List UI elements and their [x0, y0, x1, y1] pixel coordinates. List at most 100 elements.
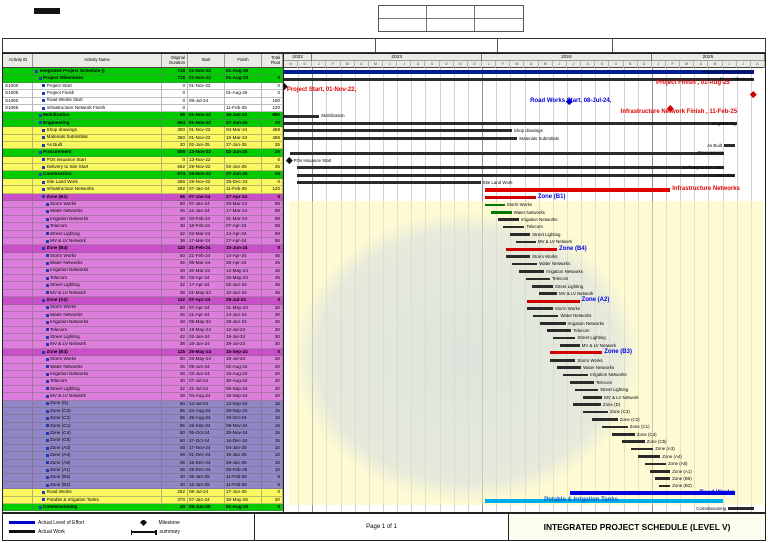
- table-row[interactable]: Irrigation Networks 48 23-Jun-24 16-Aug-24 2…: [3, 371, 283, 379]
- table-row[interactable]: Water Networks 45 21-Apr-24 14-Jun-24 30: [3, 311, 283, 320]
- table-row[interactable]: Zone (C2) 55 25-Aug-24 19-Oct-24 15: [3, 415, 283, 423]
- gantt-bar[interactable]: [572, 403, 601, 406]
- table-row[interactable]: Shop drawings 350 01-Nov-22 04-Mar-24 469: [3, 127, 283, 135]
- table-row[interactable]: Engineering 694 01-Nov-22 27-Jun-25 25: [3, 119, 283, 128]
- table-row[interactable]: Road Works 252 08-Jul-24 27-Jun-25 0: [3, 489, 283, 497]
- table-row[interactable]: Zone (C4) 50 06-Oct-24 25-Nov-24 15: [3, 430, 283, 438]
- column-header[interactable]: Activity Name: [33, 54, 162, 67]
- table-row[interactable]: Mobilization 55 01-Nov-22 16-Jan-23 650: [3, 112, 283, 120]
- table-row[interactable]: Infrastructure Networks 292 07-Jan-24 11-Fe…: [3, 186, 283, 194]
- gantt-bar[interactable]: [547, 329, 572, 332]
- table-row[interactable]: Street Lighting 42 17-Apr-24 02-Jun-24 45: [3, 282, 283, 290]
- gantt-bar[interactable]: [511, 262, 538, 266]
- gantt-bar[interactable]: [557, 366, 582, 369]
- table-row[interactable]: Zone (B2) 40 12-Jan-25 11-Feb-25 5: [3, 481, 283, 490]
- table-row[interactable]: Delivery to Site Start 562 29-Nov-22 02-Jun…: [3, 164, 283, 172]
- milestone-diamond[interactable]: [750, 90, 757, 98]
- gantt-bar[interactable]: [723, 144, 736, 148]
- gantt-bar[interactable]: [296, 173, 736, 177]
- gantt-bar[interactable]: [630, 447, 654, 451]
- column-header[interactable]: Total Float: [262, 54, 283, 67]
- gantt-bar[interactable]: [284, 114, 320, 118]
- table-row[interactable]: Water Networks 45 21-Jan-24 17-Mar-24 58: [3, 208, 283, 216]
- table-row[interactable]: Zone (A5) 45 15-Dec-24 29-Jan-25 10: [3, 459, 283, 468]
- column-header[interactable]: Original Duration: [162, 54, 188, 67]
- table-row[interactable]: Storm Works 50 07-Jan-24 03-Mar-24 58: [3, 201, 283, 209]
- gantt-bar[interactable]: [484, 188, 671, 193]
- table-row[interactable]: Procurement 558 13-Nov-22 02-Jun-25 25: [3, 149, 283, 157]
- table-row[interactable]: Water Networks 45 06-Mar-24 28-Apr-24 45: [3, 260, 283, 268]
- gantt-bar[interactable]: [527, 307, 553, 310]
- column-header[interactable]: Start: [188, 54, 225, 67]
- gantt-bar[interactable]: [552, 336, 576, 340]
- table-row[interactable]: MV & LV Network 38 04-Aug-24 15-Sep-24 20: [3, 393, 283, 401]
- table-row[interactable]: Commissioning 40 08-Jun-25 01-Aug-25 0: [3, 504, 283, 512]
- gantt-bar[interactable]: [289, 151, 724, 155]
- gantt-bar[interactable]: [569, 491, 736, 496]
- table-row[interactable]: As Built 20 02-Jun-25 27-Jun-25 25: [3, 141, 283, 150]
- table-row[interactable]: Zone (B3) 115 26-May-24 15-Sep-24 0: [3, 348, 283, 357]
- table-row[interactable]: Site Land Work 286 29-Nov-22 29-Dec-23 0: [3, 178, 283, 187]
- table-row[interactable]: Street Lighting 42 21-Jul-24 06-Sep-24 20: [3, 385, 283, 394]
- gantt-bar[interactable]: [582, 395, 603, 399]
- table-row[interactable]: Zone (B4) 110 21-Feb-24 10-Jun-24 0: [3, 245, 283, 253]
- table-row[interactable]: S1060 Road Works Start 0 08-Jul-24 180: [3, 97, 283, 105]
- gantt-bar[interactable]: [516, 240, 536, 244]
- column-header[interactable]: Activity ID: [3, 54, 33, 67]
- column-header[interactable]: Finish: [225, 54, 262, 67]
- table-row[interactable]: POs Issuance Start 0 13-Nov-22 0: [3, 156, 283, 165]
- table-row[interactable]: Irrigation Networks 48 04-Feb-24 31-Mar-24 5…: [3, 215, 283, 224]
- gantt-bar[interactable]: [284, 129, 512, 133]
- table-row[interactable]: Zone (A3) 48 17-Nov-24 04-Jan-25 10: [3, 444, 283, 453]
- table-row[interactable]: Zone (C1) 55 15-Sep-24 09-Nov-24 15: [3, 422, 283, 431]
- table-row[interactable]: Zone (C3) 55 04-Aug-24 28-Sep-24 15: [3, 407, 283, 416]
- gantt-bar[interactable]: [582, 410, 608, 414]
- gantt-bar[interactable]: [518, 270, 545, 273]
- table-row[interactable]: Telecom 40 07-Jul-24 30-Aug-24 20: [3, 378, 283, 386]
- table-row[interactable]: Irrigation Networks 48 05-May-24 28-Jun-24 3…: [3, 319, 283, 327]
- table-row[interactable]: Storm Works 50 21-Feb-24 14-Apr-24 45: [3, 252, 283, 261]
- table-row[interactable]: Construction 674 29-Nov-22 27-Jun-25 25: [3, 171, 283, 179]
- gantt-bar[interactable]: [284, 77, 754, 81]
- gantt-bar[interactable]: [559, 344, 580, 347]
- gantt-bar[interactable]: [728, 506, 754, 510]
- gantt-bar[interactable]: [484, 203, 505, 207]
- table-row[interactable]: Zone (A1) 45 29-Dec-24 08-Feb-25 10: [3, 467, 283, 475]
- gantt-bar[interactable]: [612, 432, 635, 436]
- table-row[interactable]: MV & LV Network 38 01-May-24 10-Jun-24 45: [3, 289, 283, 298]
- table-row[interactable]: Street Lighting 42 02-Jun-24 19-Jul-24 30: [3, 334, 283, 342]
- table-row[interactable]: Integrated Project Schedule () 718 01-Nov-…: [3, 68, 283, 76]
- table-row[interactable]: Storm Works 50 26-May-24 19-Jul-24 20: [3, 356, 283, 364]
- table-row[interactable]: Street Lighting 42 03-Mar-24 14-Apr-24 58: [3, 230, 283, 238]
- gantt-bar[interactable]: [506, 255, 531, 258]
- table-row[interactable]: Irrigation Networks 48 20-Mar-24 12-May-24 4…: [3, 267, 283, 275]
- table-row[interactable]: Project Milestones 718 01-Nov-22 01-Aug-25 0: [3, 75, 283, 83]
- table-row[interactable]: Zone (B5) 40 05-Jan-25 11-Feb-25 5: [3, 474, 283, 482]
- table-row[interactable]: Telecom 40 03-Apr-24 26-May-24 45: [3, 274, 283, 283]
- table-row[interactable]: Storm Works 50 07-Apr-24 31-May-24 30: [3, 304, 283, 312]
- gantt-bar[interactable]: [654, 477, 671, 480]
- table-row[interactable]: MV & LV Network 38 16-Jun-24 28-Jul-24 30: [3, 341, 283, 349]
- table-row[interactable]: Zone (B1) 96 07-Jan-24 27-Apr-24 0: [3, 193, 283, 202]
- gantt-bar[interactable]: [569, 381, 594, 384]
- table-row[interactable]: S1065 Infrastructure Network Finish 0 11-Fe…: [3, 104, 283, 113]
- gantt-bar[interactable]: [658, 484, 671, 488]
- gantt-bar[interactable]: [284, 121, 737, 125]
- table-row[interactable]: Zone (C5) 50 27-Oct-24 16-Dec-24 15: [3, 437, 283, 445]
- gantt-bar[interactable]: [484, 195, 536, 199]
- gantt-bar[interactable]: [284, 69, 754, 74]
- gantt-bar[interactable]: [602, 425, 628, 429]
- gantt-bar[interactable]: [503, 225, 525, 229]
- table-row[interactable]: Potable & Irrigation Tanks 370 07-Jan-24 30…: [3, 496, 283, 505]
- table-row[interactable]: MV & LV Network 38 17-Mar-24 27-Apr-24 58: [3, 237, 283, 246]
- gantt-bar[interactable]: [284, 136, 518, 140]
- gantt-bar[interactable]: [538, 292, 558, 295]
- gantt-bar[interactable]: [549, 351, 603, 355]
- table-row[interactable]: Telecom 40 18-Feb-24 07-Apr-24 58: [3, 223, 283, 231]
- gantt-bar[interactable]: [622, 440, 645, 443]
- gantt-bar[interactable]: [562, 373, 589, 377]
- gantt-bar[interactable]: [531, 284, 553, 288]
- gantt-bar[interactable]: [650, 469, 671, 473]
- gantt-bar[interactable]: [525, 277, 550, 281]
- gantt-bar[interactable]: [527, 299, 580, 303]
